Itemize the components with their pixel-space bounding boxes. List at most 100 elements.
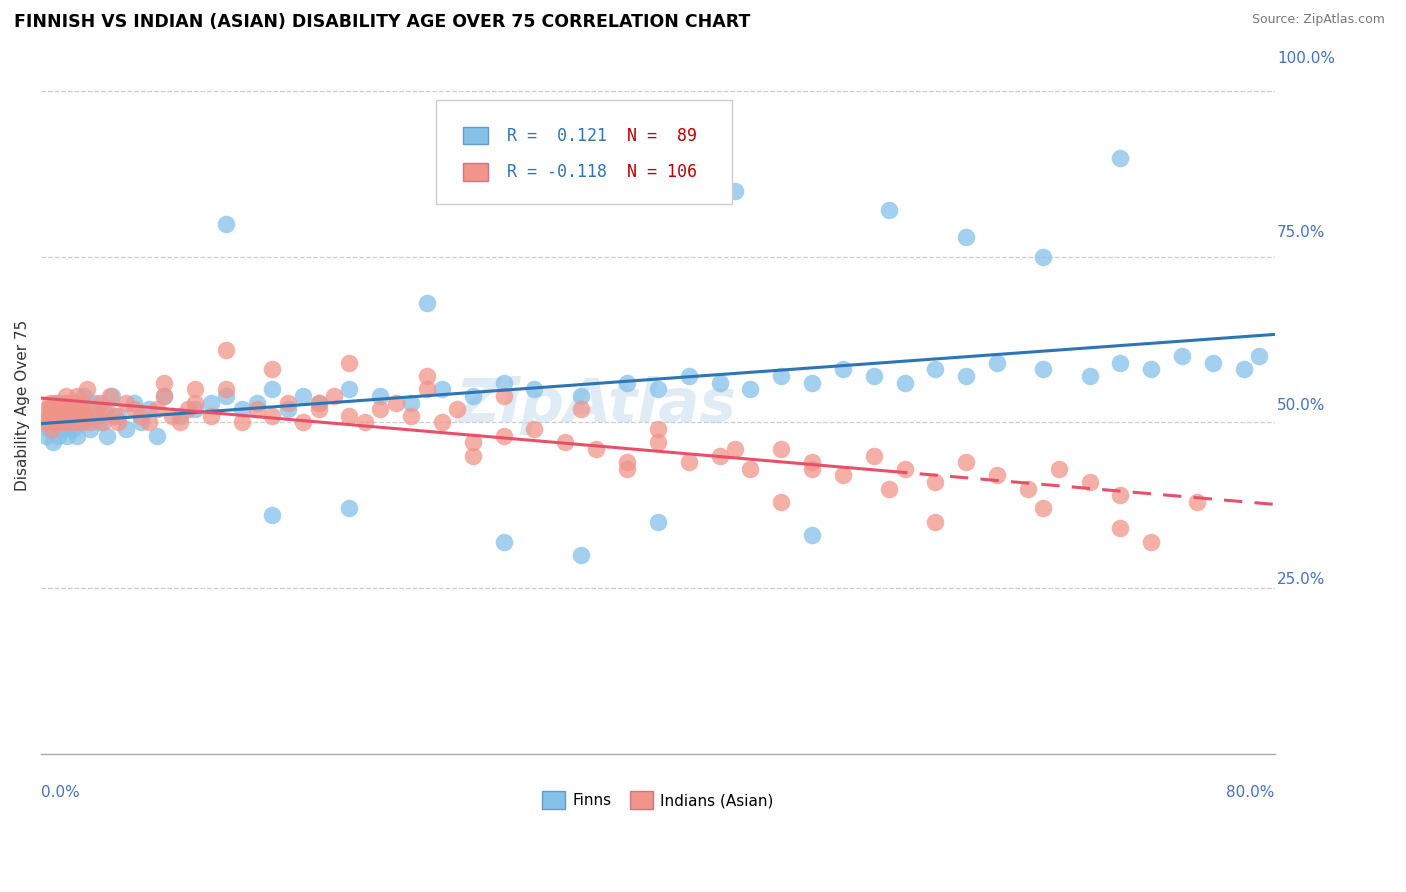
- Point: [45, 416, 67, 430]
- Point: [70, 402, 93, 417]
- Point: [308, 402, 330, 417]
- Point: [1017, 482, 1039, 496]
- Point: [96, 428, 118, 442]
- Point: [160, 409, 183, 423]
- Point: [79, 422, 101, 436]
- Point: [60, 409, 83, 423]
- Point: [1032, 362, 1054, 376]
- Point: [48, 402, 70, 417]
- Point: [492, 389, 515, 403]
- Point: [138, 402, 160, 417]
- Point: [354, 416, 377, 430]
- Point: [153, 389, 176, 403]
- Point: [84, 395, 107, 409]
- Point: [647, 435, 669, 450]
- Point: [955, 230, 977, 244]
- Point: [246, 402, 269, 417]
- Point: [41, 422, 63, 436]
- Point: [616, 462, 638, 476]
- Point: [986, 468, 1008, 483]
- Point: [461, 435, 484, 450]
- Point: [44, 395, 66, 409]
- Point: [73, 409, 96, 423]
- Point: [492, 376, 515, 390]
- Point: [893, 376, 915, 390]
- Point: [1032, 501, 1054, 516]
- Point: [831, 362, 853, 376]
- Point: [415, 382, 437, 396]
- Point: [986, 356, 1008, 370]
- Point: [877, 482, 900, 496]
- Point: [430, 382, 453, 396]
- FancyBboxPatch shape: [436, 100, 733, 204]
- Point: [46, 395, 69, 409]
- Point: [63, 395, 86, 409]
- Point: [35, 416, 58, 430]
- Point: [740, 382, 762, 396]
- Point: [39, 402, 62, 417]
- Point: [262, 382, 284, 396]
- Point: [724, 442, 747, 456]
- Point: [52, 416, 75, 430]
- FancyBboxPatch shape: [463, 127, 488, 145]
- Point: [585, 442, 607, 456]
- Point: [48, 402, 70, 417]
- Point: [89, 395, 111, 409]
- Point: [1109, 151, 1132, 165]
- Point: [1202, 356, 1225, 370]
- Point: [176, 402, 198, 417]
- Text: R =  0.121: R = 0.121: [508, 127, 607, 145]
- Point: [569, 402, 592, 417]
- Point: [58, 395, 80, 409]
- Point: [399, 395, 422, 409]
- Point: [56, 428, 79, 442]
- Point: [62, 422, 84, 436]
- Point: [801, 462, 824, 476]
- Point: [770, 442, 793, 456]
- Point: [73, 389, 96, 403]
- Point: [569, 389, 592, 403]
- Point: [523, 422, 546, 436]
- Point: [616, 376, 638, 390]
- Point: [308, 395, 330, 409]
- Point: [122, 402, 145, 417]
- Point: [169, 409, 191, 423]
- Point: [72, 395, 94, 409]
- Point: [69, 416, 91, 430]
- Point: [37, 416, 59, 430]
- Point: [554, 435, 576, 450]
- Point: [924, 362, 946, 376]
- Point: [415, 369, 437, 384]
- Point: [955, 455, 977, 469]
- Point: [89, 416, 111, 430]
- Point: [45, 416, 67, 430]
- Point: [91, 416, 114, 430]
- Point: [308, 395, 330, 409]
- Text: 80.0%: 80.0%: [1226, 785, 1275, 800]
- Point: [107, 416, 129, 430]
- Point: [184, 402, 207, 417]
- Point: [492, 428, 515, 442]
- Point: [39, 395, 62, 409]
- Point: [647, 422, 669, 436]
- Point: [53, 402, 76, 417]
- Point: [153, 389, 176, 403]
- Point: [1140, 534, 1163, 549]
- Legend: Finns, Indians (Asian): Finns, Indians (Asian): [536, 785, 780, 815]
- Point: [63, 395, 86, 409]
- Point: [678, 369, 700, 384]
- Point: [430, 416, 453, 430]
- Point: [79, 416, 101, 430]
- Point: [231, 416, 253, 430]
- Point: [292, 416, 315, 430]
- Point: [831, 468, 853, 483]
- Point: [862, 369, 884, 384]
- Point: [38, 422, 60, 436]
- Point: [107, 409, 129, 423]
- Point: [1171, 349, 1194, 363]
- Point: [569, 548, 592, 562]
- Point: [131, 416, 153, 430]
- Point: [709, 376, 731, 390]
- Point: [215, 343, 238, 357]
- Point: [246, 395, 269, 409]
